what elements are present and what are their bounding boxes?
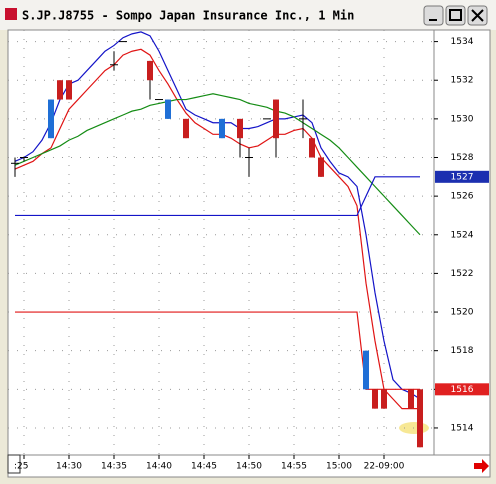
candle-body bbox=[381, 389, 387, 409]
app-icon bbox=[5, 8, 17, 20]
candle-body bbox=[309, 138, 315, 158]
x-tick-label: 14:30 bbox=[56, 462, 82, 472]
candle-body bbox=[237, 118, 243, 139]
x-tick-label: 14:55 bbox=[281, 462, 307, 472]
indicator-line bbox=[14, 48, 420, 410]
candle-body bbox=[219, 118, 225, 139]
y-tick-label: 1524 bbox=[451, 230, 474, 240]
indicator-line bbox=[15, 176, 420, 217]
x-tick-label: 15:00 bbox=[326, 462, 352, 472]
y-tick-label: 1518 bbox=[451, 346, 474, 356]
candle-body bbox=[165, 99, 171, 119]
price-marker-label: 1516 bbox=[451, 385, 474, 395]
scroll-arrow[interactable] bbox=[474, 459, 489, 473]
candle-body bbox=[372, 389, 378, 409]
x-tick-label: 22-09:00 bbox=[364, 462, 405, 472]
scroll-box[interactable] bbox=[7, 454, 21, 474]
maximize-button[interactable] bbox=[445, 5, 466, 26]
y-tick-label: 1534 bbox=[451, 37, 474, 47]
x-tick-label: 14:40 bbox=[146, 462, 172, 472]
candle-body bbox=[147, 60, 153, 81]
x-tick-label: 14:45 bbox=[191, 462, 217, 472]
y-tick-label: 1522 bbox=[451, 269, 474, 279]
indicator-line bbox=[14, 93, 421, 236]
candle-body bbox=[363, 350, 369, 390]
y-tick-label: 1514 bbox=[451, 423, 474, 433]
candle-body bbox=[183, 118, 189, 139]
candle-body bbox=[48, 99, 54, 139]
y-tick-label: 1528 bbox=[451, 153, 474, 163]
maximize-icon bbox=[449, 9, 462, 21]
price-marker bbox=[435, 170, 489, 183]
indicator-line bbox=[14, 31, 421, 400]
candle-body bbox=[66, 80, 72, 100]
close-icon bbox=[471, 9, 484, 22]
y-tick-label: 1530 bbox=[451, 114, 474, 124]
candle-body bbox=[408, 389, 414, 409]
x-tick-label: 14:50 bbox=[236, 462, 262, 472]
candle-body bbox=[273, 99, 279, 139]
window-title: S.JP.J8755 - Sompo Japan Insurance Inc.,… bbox=[22, 9, 354, 23]
price-marker-label: 1527 bbox=[451, 172, 474, 182]
candle-body bbox=[57, 80, 63, 100]
indicator-line bbox=[15, 311, 420, 390]
y-tick-label: 1526 bbox=[451, 192, 474, 202]
y-tick-label: 1520 bbox=[451, 308, 474, 318]
x-tick-label: 14:35 bbox=[101, 462, 127, 472]
price-marker bbox=[435, 383, 489, 396]
y-tick-label: 1532 bbox=[451, 76, 474, 86]
x-tick-label: :25 bbox=[14, 462, 28, 472]
title-bar bbox=[0, 0, 496, 30]
candle-body bbox=[417, 389, 423, 448]
window-buttons bbox=[423, 5, 488, 26]
candle-body bbox=[318, 157, 324, 177]
minimize-button[interactable] bbox=[423, 5, 444, 26]
